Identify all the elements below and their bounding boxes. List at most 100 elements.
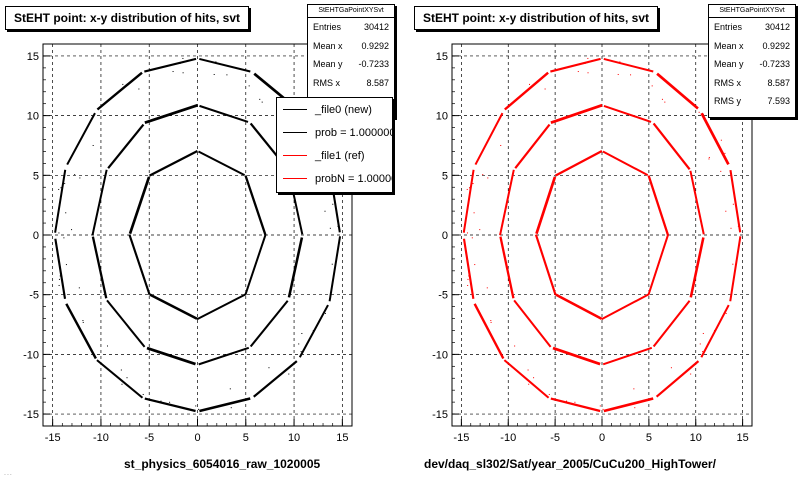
stray-hit [64, 183, 66, 185]
stray-hit [106, 345, 108, 347]
right-stats-row-rms-x: RMS x 8.587 [714, 77, 790, 88]
ladder-hit-segment [462, 238, 475, 299]
stray-hit [179, 62, 181, 64]
legend-line-icon [283, 109, 307, 110]
x-tick-label: -10 [500, 432, 516, 444]
x-tick-label: 15 [737, 432, 749, 444]
right-stats-row-entries: Entries 30412 [714, 22, 790, 32]
stray-hit [298, 343, 300, 345]
stray-hit [259, 98, 261, 100]
ladder-hit-segment [474, 112, 504, 166]
stray-hit [473, 212, 475, 214]
stray-hit [195, 405, 197, 407]
stray-hit [79, 177, 81, 179]
stray-hit [528, 383, 530, 385]
stray-hit [651, 85, 653, 87]
legend-line-icon [283, 155, 307, 156]
stray-hit [324, 312, 326, 314]
ladder-hit-segment [96, 71, 143, 111]
stray-hit [268, 367, 270, 369]
x-tick-label: -15 [45, 432, 61, 444]
stray-hit [602, 408, 604, 410]
ladder-hit-segment [652, 300, 691, 348]
ladder-hit-segment [603, 104, 652, 123]
y-tick-label: 5 [33, 170, 39, 182]
stray-hit [533, 377, 535, 379]
stray-hit [737, 225, 739, 227]
ladder-hit-segment [196, 293, 247, 321]
ladder-hit-segment [534, 234, 557, 296]
stray-hit [172, 71, 174, 73]
stray-hit [490, 321, 492, 323]
stray-hit [329, 227, 331, 229]
ladder-hit-segment [54, 169, 67, 233]
stray-hit [544, 88, 546, 90]
stray-hit [702, 113, 704, 115]
y-tick-label: 15 [27, 51, 39, 63]
stray-hit [732, 203, 734, 205]
ladder-hit-segment [244, 234, 267, 295]
hit-markers [462, 57, 742, 413]
ladder-hit-segment [287, 237, 304, 298]
stray-hit [471, 237, 473, 239]
stray-hit [261, 101, 263, 103]
stray-hit [702, 332, 704, 334]
stray-hit [337, 225, 339, 227]
x-tick-label: -15 [453, 432, 469, 444]
ladder-hit-segment [504, 71, 549, 111]
stray-hit [324, 210, 326, 212]
ladder-hit-segment [144, 57, 197, 73]
y-tick-label: -10 [432, 349, 448, 361]
x-tick-label: -10 [93, 432, 109, 444]
ladder-hit-segment [298, 304, 329, 358]
ladder-hit-segment [602, 150, 649, 177]
ladder-hit-segment [603, 397, 654, 413]
stray-hit [312, 330, 314, 332]
ladder-hit-segment [198, 346, 250, 366]
legend-entry-prob: prob = 1.000000 [277, 121, 392, 144]
ladder-hit-segment [199, 104, 249, 123]
stray-hit [213, 73, 215, 75]
ladder-hit-segment [647, 234, 669, 295]
ladder-hit-segment [652, 122, 691, 170]
ladder-hit-segment [328, 236, 342, 302]
stray-hit [698, 111, 700, 113]
stray-hit [466, 232, 468, 234]
stray-hit [58, 278, 60, 280]
stray-hit [566, 400, 568, 402]
ladder-hit-segment [149, 293, 198, 320]
stray-hit [82, 320, 84, 322]
stray-hit [226, 74, 228, 76]
ladder-hit-segment [199, 397, 251, 413]
stray-hit [724, 152, 726, 154]
ladder-hit-segment [244, 175, 267, 236]
left-legend: _file0 (new) prob = 1.000000 _file1 (ref… [276, 97, 393, 193]
stray-hit [670, 367, 672, 369]
stray-hit [702, 351, 704, 353]
ladder-hit-segment [499, 169, 515, 236]
stray-hit [229, 388, 231, 390]
stray-hit [92, 144, 94, 146]
ladder-hit-segment [601, 293, 650, 321]
ladder-hit-segment [91, 236, 108, 299]
ladder-hit-segment [689, 170, 705, 235]
right-x-caption: dev/daq_sl302/Sat/year_2005/CuCu200_High… [424, 457, 716, 471]
stray-hit [548, 393, 550, 395]
left-x-caption: st_physics_6054016_raw_1020005 [124, 457, 321, 471]
stray-hit [690, 373, 692, 375]
stray-hit [59, 275, 61, 277]
stray-hit [65, 212, 67, 214]
stray-hit [160, 400, 162, 402]
ladder-hit-segment [552, 346, 601, 366]
y-tick-label: -10 [23, 349, 39, 361]
ladder-hit-segment [253, 360, 298, 398]
x-tick-label: 0 [194, 432, 200, 444]
ladder-hit-segment [54, 238, 67, 299]
stray-hit [479, 229, 481, 231]
legend-entry-file0: _file0 (new) [277, 98, 392, 121]
stray-hit [587, 57, 589, 59]
right-stats-row-mean-x: Mean x 0.9292 [714, 40, 790, 51]
ladder-hit-segment [700, 112, 730, 166]
ladder-hit-segment [91, 169, 108, 236]
ladder-hit-segment [647, 175, 670, 236]
